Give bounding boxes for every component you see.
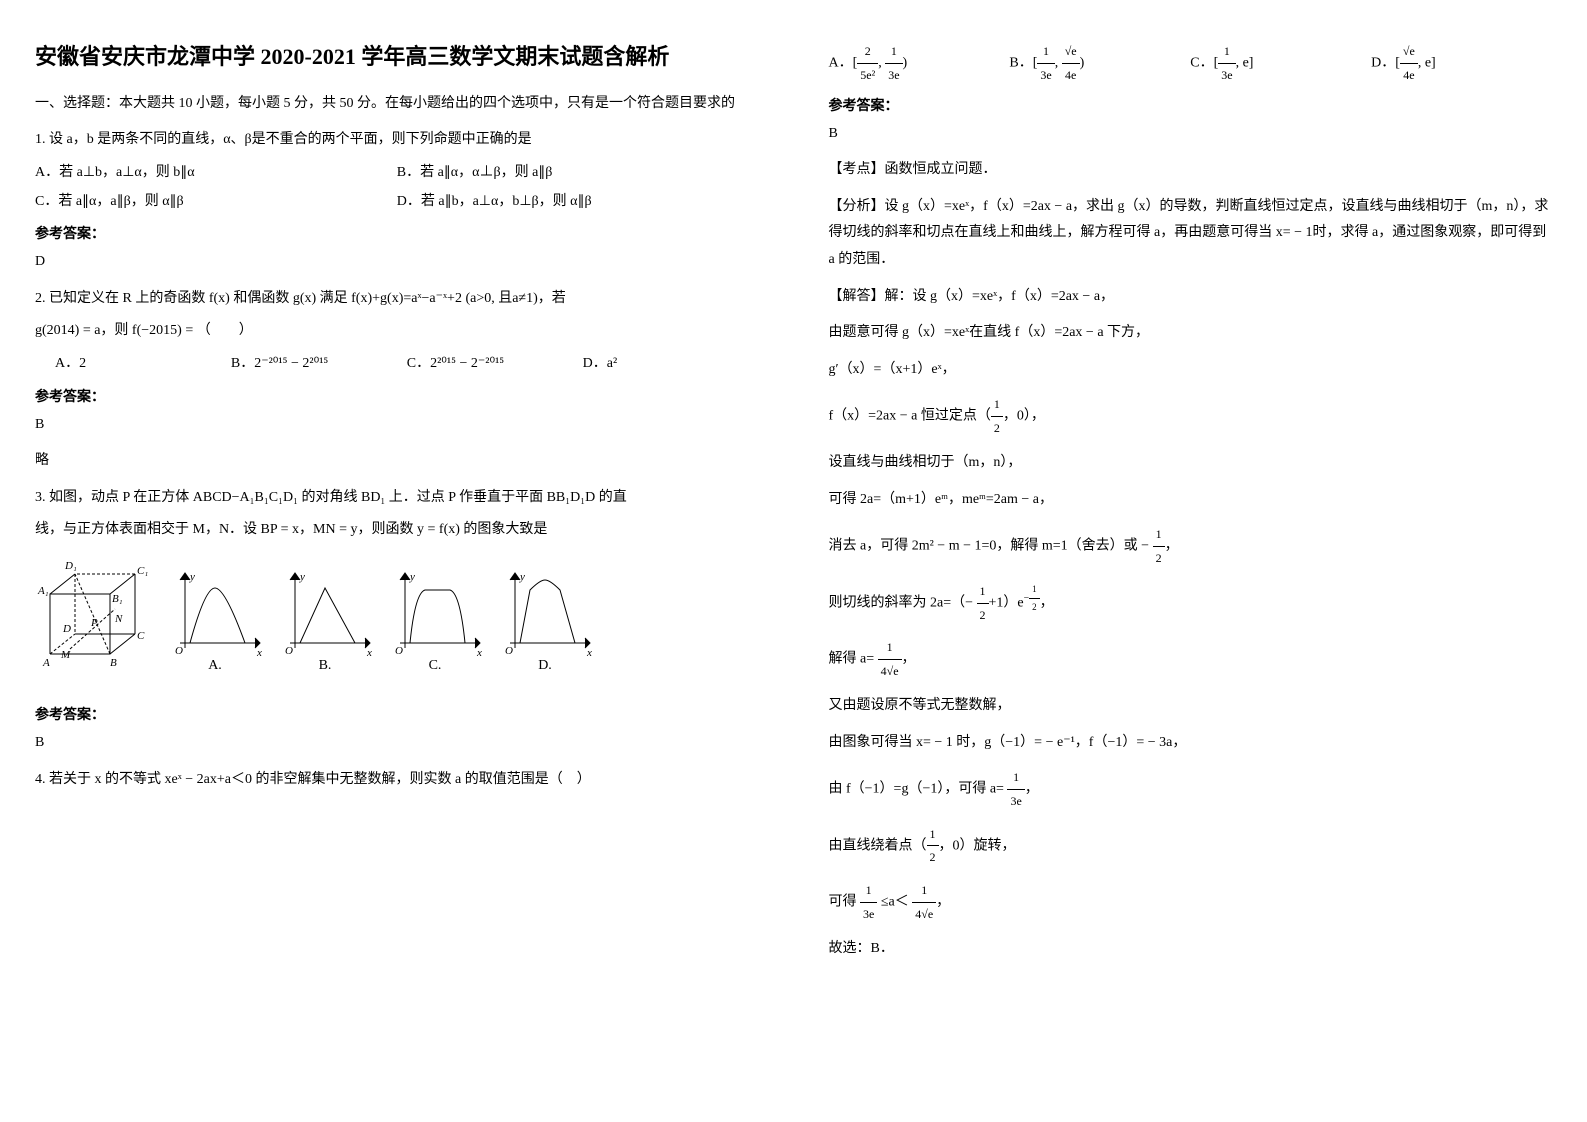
cube-label-B1: B₁ (112, 593, 123, 605)
graph-a-y: y (189, 571, 195, 583)
q4-analysis: 【分析】设 g（x）=xeˣ，f（x）=2ax − a，求出 g（x）的导数，判… (829, 194, 1553, 274)
q2-optD: D．a² (583, 351, 759, 378)
cube-label-B: B (110, 657, 117, 669)
graph-a-o: O (175, 645, 183, 657)
q3-label-d: D. (538, 658, 552, 673)
q4-solve-l9: 解得 a= 14√e， (829, 636, 1553, 683)
q3-figures-row: A B C D A₁ B₁ C₁ D₁ P M N (35, 554, 759, 674)
cube-label-C: C (137, 630, 145, 642)
q1-optD: D．若 a∥b，a⊥α，b⊥β，则 α∥β (397, 189, 759, 216)
graph-d-x: x (586, 647, 592, 658)
q3-graph-a: O x y A. (165, 568, 265, 674)
cube-label-P: P (90, 617, 98, 629)
q3-answer-label: 参考答案： (35, 704, 759, 724)
graph-d-o: O (505, 645, 513, 657)
q2-answer-label: 参考答案： (35, 386, 759, 406)
q4-answer-label: 参考答案： (829, 95, 1553, 115)
q1-answer: D (35, 249, 759, 276)
q2-optC: C．2²⁰¹⁵ − 2⁻²⁰¹⁵ (407, 351, 583, 378)
q3-label-b: B. (319, 658, 332, 673)
q4-solve-l12: 由 f（−1）=g（−1），可得 a= 13e， (829, 766, 1553, 813)
left-column: 安徽省安庆市龙潭中学 2020-2021 学年高三数学文期末试题含解析 一、选择… (0, 0, 794, 1122)
q4-solve-l4: f（x）=2ax − a 恒过定点（12，0）， (829, 393, 1553, 440)
q4-solve-l3: g′（x）=（x+1）eˣ， (829, 357, 1553, 384)
exam-title: 安徽省安庆市龙潭中学 2020-2021 学年高三数学文期末试题含解析 (35, 40, 759, 73)
q4-solve-l13: 由直线绕着点（12，0）旋转， (829, 823, 1553, 870)
cube-label-C1: C₁ (137, 565, 148, 577)
graph-c-o: O (395, 645, 403, 657)
q4-options: A．[25e², 13e) B．[13e, √e4e) C．[13e, e] D… (829, 40, 1553, 87)
q3-graph-c: O x y C. (385, 568, 485, 674)
q2-optB: B．2⁻²⁰¹⁵ − 2²⁰¹⁵ (231, 351, 407, 378)
q4-answer: B (829, 121, 1553, 148)
q4-solve-l8: 则切线的斜率为 2a=（− 12+1）e−12， (829, 580, 1553, 627)
q3-stem-l1: 3. 如图，动点 P 在正方体 ABCD−A₁B₁C₁D₁ 的对角线 BD₁ 上… (35, 485, 759, 512)
right-column: A．[25e², 13e) B．[13e, √e4e) C．[13e, e] D… (794, 0, 1587, 1122)
cube-svg: A B C D A₁ B₁ C₁ D₁ P M N (35, 554, 155, 674)
graph-b-y: y (299, 571, 305, 583)
q4-optB: B．[13e, √e4e) (1009, 40, 1190, 87)
q4-solve-l14: 可得 13e ≤a＜ 14√e， (829, 879, 1553, 926)
graph-d-y: y (519, 571, 525, 583)
q4-solve-l7: 消去 a，可得 2m² − m − 1=0，解得 m=1（舍去）或 − 12， (829, 523, 1553, 570)
cube-label-A1: A₁ (37, 585, 49, 597)
q4-solve-l1: 【解答】解：设 g（x）=xeˣ，f（x）=2ax − a， (829, 284, 1553, 311)
q1-stem: 1. 设 a，b 是两条不同的直线，α、β是不重合的两个平面，则下列命题中正确的… (35, 127, 759, 154)
q3-stem-l2: 线，与正方体表面相交于 M，N．设 BP = x，MN = y，则函数 y = … (35, 517, 759, 544)
q3-answer: B (35, 730, 759, 757)
q4-optD: D．[√e4e, e] (1371, 40, 1552, 87)
graph-b-x: x (366, 647, 372, 658)
q4-stem: 4. 若关于 x 的不等式 xeˣ − 2ax+a＜0 的非空解集中无整数解，则… (35, 767, 759, 794)
q4-solve-l11: 由图象可得当 x= − 1 时，g（−1）= − e⁻¹，f（−1）= − 3a… (829, 730, 1553, 757)
section-heading: 一、选择题：本大题共 10 小题，每小题 5 分，共 50 分。在每小题给出的四… (35, 93, 759, 115)
q4-solve-l10: 又由题设原不等式无整数解， (829, 693, 1553, 720)
q2-sketch: 略 (35, 448, 759, 475)
cube-label-D: D (62, 623, 71, 635)
q1-optB: B．若 a∥α，α⊥β，则 a∥β (397, 160, 759, 187)
q3-cube-figure: A B C D A₁ B₁ C₁ D₁ P M N (35, 554, 155, 674)
graph-b-o: O (285, 645, 293, 657)
q2-answer: B (35, 412, 759, 439)
q4-solve-l15: 故选：B． (829, 936, 1553, 963)
q3-label-c: C. (429, 658, 442, 673)
cube-label-N: N (114, 613, 123, 625)
q4-optA: A．[25e², 13e) (829, 40, 1010, 87)
cube-label-D1: D₁ (64, 560, 77, 572)
q4-optC: C．[13e, e] (1190, 40, 1371, 87)
q4-exam-point: 【考点】函数恒成立问题． (829, 157, 1553, 184)
q3-label-a: A. (208, 658, 222, 673)
q2-stem-pre: 2. 已知定义在 R 上的奇函数 f(x) 和偶函数 g(x) 满足 f(x)+… (35, 286, 759, 313)
q1-options-row1: A．若 a⊥b，a⊥α，则 b∥α B．若 a∥α，α⊥β，则 a∥β (35, 160, 759, 187)
q3-graph-b: O x y B. (275, 568, 375, 674)
q2-stem-cond: g(2014) = a，则 f(−2015) = （ ） (35, 318, 759, 345)
q4-solve-l5: 设直线与曲线相切于（m，n）， (829, 450, 1553, 477)
q1-options-row2: C．若 a∥α，a∥β，则 α∥β D．若 a∥b，a⊥α，b⊥β，则 α∥β (35, 189, 759, 216)
cube-label-A: A (42, 657, 50, 669)
graph-c-x: x (476, 647, 482, 658)
q4-solve-l6: 可得 2a=（m+1）eᵐ，meᵐ=2am − a， (829, 487, 1553, 514)
cube-label-M: M (60, 649, 71, 661)
q2-optA: A．2 (55, 351, 231, 378)
q2-options: A．2 B．2⁻²⁰¹⁵ − 2²⁰¹⁵ C．2²⁰¹⁵ − 2⁻²⁰¹⁵ D．… (35, 351, 759, 378)
q1-optA: A．若 a⊥b，a⊥α，则 b∥α (35, 160, 397, 187)
q4-solve-l2: 由题意可得 g（x）=xeˣ在直线 f（x）=2ax − a 下方， (829, 320, 1553, 347)
graph-a-x: x (256, 647, 262, 658)
graph-c-y: y (409, 571, 415, 583)
q3-graph-d: O x y D. (495, 568, 595, 674)
q1-answer-label: 参考答案： (35, 223, 759, 243)
q1-optC: C．若 a∥α，a∥β，则 α∥β (35, 189, 397, 216)
